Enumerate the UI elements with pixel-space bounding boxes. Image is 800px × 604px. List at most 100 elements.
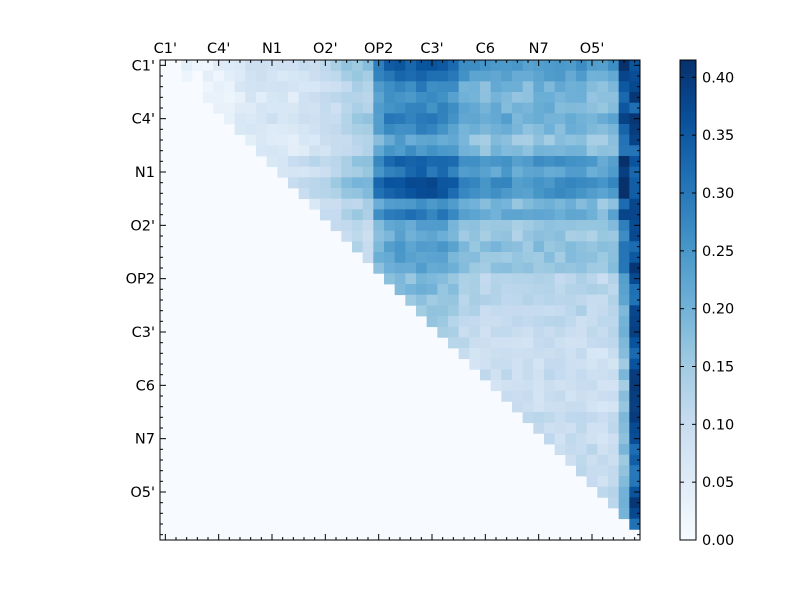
heatmap-cell <box>330 113 342 125</box>
heatmap-cell <box>629 508 641 520</box>
heatmap-cell <box>618 401 630 413</box>
heatmap-cell <box>362 177 374 189</box>
heatmap-cell <box>586 92 598 104</box>
heatmap-cell <box>501 70 513 82</box>
heatmap-cell <box>288 124 300 136</box>
heatmap-cell <box>565 305 577 317</box>
heatmap-cell <box>320 198 332 210</box>
heatmap-cell <box>501 220 513 232</box>
heatmap-cell <box>565 401 577 413</box>
heatmap-cell <box>608 465 620 477</box>
heatmap-cell <box>608 497 620 509</box>
heatmap-cell <box>544 81 556 93</box>
heatmap-cell <box>554 348 566 360</box>
heatmap-cell <box>597 326 609 338</box>
heatmap-cell <box>565 156 577 168</box>
heatmap-cell <box>480 156 492 168</box>
heatmap-cell <box>426 145 438 157</box>
heatmap-cell <box>245 60 257 72</box>
heatmap-cell <box>480 209 492 221</box>
heatmap-cell <box>565 358 577 370</box>
heatmap-cell <box>480 188 492 200</box>
heatmap-cell <box>480 358 492 370</box>
heatmap-cell <box>341 134 353 146</box>
heatmap-cell <box>565 70 577 82</box>
heatmap-cell <box>554 198 566 210</box>
heatmap-cell <box>544 92 556 104</box>
heatmap-cell <box>544 124 556 136</box>
heatmap-cell <box>330 92 342 104</box>
heatmap-cell <box>576 92 588 104</box>
heatmap-cell <box>352 241 364 253</box>
x-tick-label: N7 <box>529 41 549 57</box>
heatmap-cell <box>576 113 588 125</box>
heatmap-cell <box>277 134 289 146</box>
heatmap-cell <box>608 284 620 296</box>
heatmap-cell <box>362 134 374 146</box>
heatmap-cell <box>629 124 641 136</box>
heatmap-cell <box>469 60 481 72</box>
heatmap-cell <box>416 156 428 168</box>
heatmap-cell <box>469 358 481 370</box>
heatmap-cell <box>394 284 406 296</box>
heatmap-cell <box>608 422 620 434</box>
heatmap-cell <box>554 188 566 200</box>
heatmap-cell <box>522 92 534 104</box>
heatmap-cell <box>565 81 577 93</box>
heatmap-cell <box>480 284 492 296</box>
heatmap-cell <box>608 209 620 221</box>
heatmap-cell <box>544 134 556 146</box>
heatmap-cell <box>533 294 545 306</box>
heatmap-cell <box>245 81 257 93</box>
heatmap-cell <box>490 273 502 285</box>
heatmap-cell <box>298 145 310 157</box>
heatmap-cell <box>469 252 481 264</box>
heatmap-cell <box>522 156 534 168</box>
heatmap-cell <box>501 273 513 285</box>
heatmap-cell <box>597 262 609 274</box>
heatmap-cell <box>458 92 470 104</box>
heatmap-cell <box>618 81 630 93</box>
heatmap-cell <box>437 177 449 189</box>
heatmap-cell <box>480 316 492 328</box>
heatmap-cell <box>576 230 588 242</box>
heatmap-cell <box>362 113 374 125</box>
heatmap-cell <box>490 305 502 317</box>
heatmap-cell <box>448 113 460 125</box>
heatmap-cell <box>501 262 513 274</box>
heatmap-cell <box>437 305 449 317</box>
heatmap-cell <box>448 316 460 328</box>
heatmap-cell <box>597 390 609 402</box>
heatmap-cell <box>405 220 417 232</box>
heatmap-cell <box>309 177 321 189</box>
heatmap-cell <box>554 337 566 349</box>
heatmap-cell <box>565 252 577 264</box>
heatmap-cell <box>629 401 641 413</box>
heatmap-cell <box>512 380 524 392</box>
heatmap-cell <box>384 262 396 274</box>
heatmap-cell <box>394 252 406 264</box>
heatmap-cell <box>522 241 534 253</box>
heatmap-cell <box>597 166 609 178</box>
heatmap-cell <box>458 70 470 82</box>
heatmap-cell <box>618 70 630 82</box>
heatmap-cell <box>405 145 417 157</box>
heatmap-cell <box>394 92 406 104</box>
heatmap-cell <box>565 348 577 360</box>
heatmap-cell <box>458 305 470 317</box>
heatmap-cell <box>266 134 278 146</box>
heatmap-cell <box>405 81 417 93</box>
heatmap-cell <box>234 102 246 114</box>
heatmap-cell <box>458 230 470 242</box>
heatmap-cell <box>522 294 534 306</box>
heatmap-cell <box>384 273 396 285</box>
heatmap-cell <box>629 156 641 168</box>
heatmap-cell <box>544 284 556 296</box>
heatmap-cell <box>448 177 460 189</box>
heatmap-cell <box>394 166 406 178</box>
heatmap-cell <box>544 177 556 189</box>
heatmap-cell <box>618 134 630 146</box>
heatmap-cell <box>565 273 577 285</box>
heatmap-cell <box>576 454 588 466</box>
heatmap-cell <box>629 316 641 328</box>
